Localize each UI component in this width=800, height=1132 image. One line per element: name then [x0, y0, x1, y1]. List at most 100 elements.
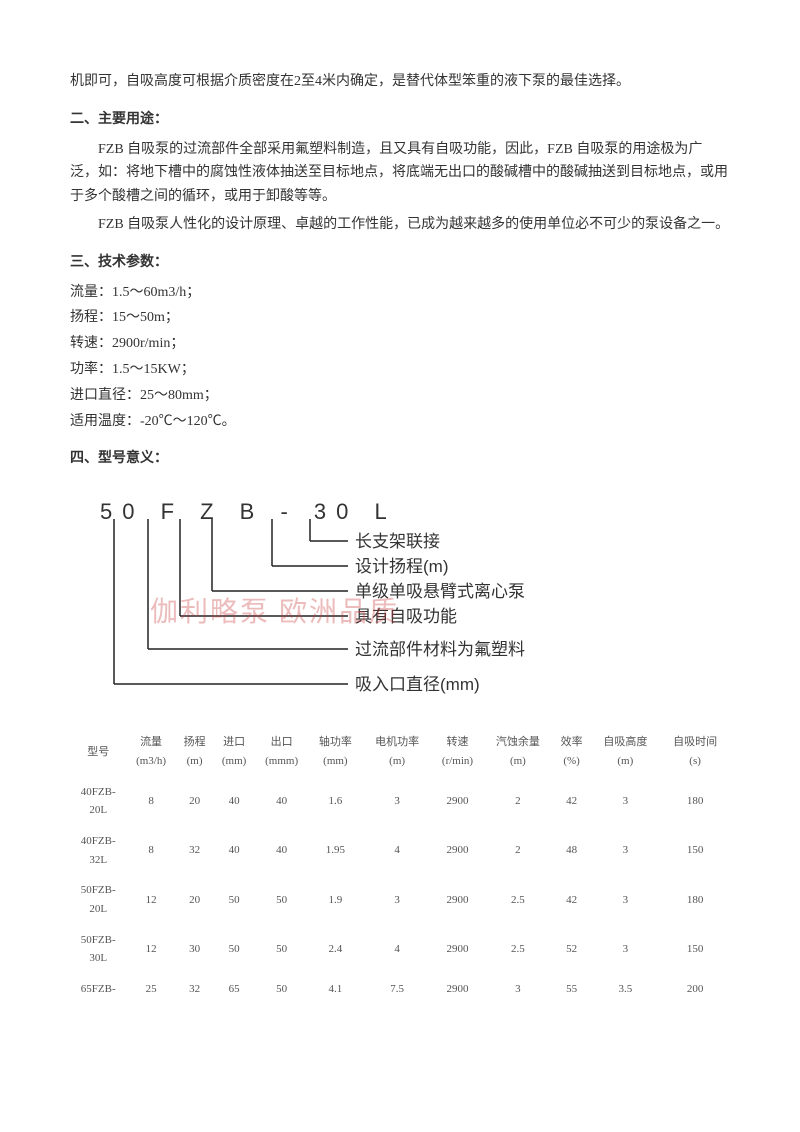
table-cell: 3 — [590, 777, 660, 826]
diagram-label: 吸入口直径(mm) — [355, 672, 525, 697]
table-cell: 50 — [255, 925, 309, 974]
table-cell: 42 — [553, 777, 591, 826]
table-cell: 40FZB-20L — [70, 777, 126, 826]
col-h: 出口(mmm) — [255, 727, 309, 776]
table-cell: 1.9 — [309, 875, 363, 924]
table-cell: 2 — [483, 777, 553, 826]
table-cell: 2900 — [432, 777, 483, 826]
table-row: 50FZB-30L123050502.4429002.5523150 — [70, 925, 730, 974]
section2-p1: FZB 自吸泵的过流部件全部采用氟塑料制造，且又具有自吸功能，因此，FZB 自吸… — [70, 138, 730, 209]
table-cell: 2900 — [432, 826, 483, 875]
spec-table: 型号 流量(m3/h) 扬程(m) 进口(mm) 出口(mmm) 轴功率(mm)… — [70, 727, 730, 1005]
table-cell: 25 — [126, 974, 175, 1005]
col-h: 自吸时间(s) — [660, 727, 730, 776]
spec-line: 转速：2900r/min； — [70, 332, 730, 356]
table-cell: 8 — [126, 777, 175, 826]
table-cell: 2900 — [432, 974, 483, 1005]
col-h: 汽蚀余量(m) — [483, 727, 553, 776]
section2-p2: FZB 自吸泵人性化的设计原理、卓越的工作性能，已成为越来越多的使用单位必不可少… — [70, 213, 730, 237]
intro-tail: 机即可，自吸高度可根据介质密度在2至4米内确定，是替代体型笨重的液下泵的最佳选择… — [70, 70, 730, 94]
table-cell: 40 — [255, 826, 309, 875]
table-cell: 40 — [255, 777, 309, 826]
table-cell: 4 — [362, 826, 432, 875]
table-cell: 2900 — [432, 925, 483, 974]
table-cell: 12 — [126, 875, 175, 924]
table-head: 型号 流量(m3/h) 扬程(m) 进口(mm) 出口(mmm) 轴功率(mm)… — [70, 727, 730, 776]
col-h: 电机功率(m) — [362, 727, 432, 776]
table-cell: 2.5 — [483, 925, 553, 974]
table-cell: 150 — [660, 826, 730, 875]
table-cell: 32 — [176, 974, 214, 1005]
section4-heading: 四、型号意义： — [70, 447, 730, 471]
table-cell: 8 — [126, 826, 175, 875]
diagram-label: 设计扬程(m) — [355, 554, 525, 579]
diagram-labels: 长支架联接 设计扬程(m) 单级单吸悬臂式离心泵 具有自吸功能 过流部件材料为氟… — [355, 529, 525, 697]
table-cell: 180 — [660, 777, 730, 826]
table-cell: 7.5 — [362, 974, 432, 1005]
table-cell: 1.6 — [309, 777, 363, 826]
col-h: 转速(r/min) — [432, 727, 483, 776]
diagram-label: 长支架联接 — [355, 529, 525, 554]
table-cell: 52 — [553, 925, 591, 974]
diagram-label: 具有自吸功能 — [355, 604, 525, 629]
table-cell: 3 — [590, 875, 660, 924]
table-cell: 2.5 — [483, 875, 553, 924]
table-cell: 50FZB-20L — [70, 875, 126, 924]
table-cell: 2.4 — [309, 925, 363, 974]
table-cell: 3 — [362, 777, 432, 826]
spec-line: 扬程：15～50m； — [70, 306, 730, 330]
table-cell: 32 — [176, 826, 214, 875]
table-cell: 40 — [213, 826, 254, 875]
table-cell: 65FZB- — [70, 974, 126, 1005]
spec-line: 功率：1.5～15KW； — [70, 358, 730, 382]
table-row: 65FZB-253265504.17.529003553.5200 — [70, 974, 730, 1005]
section2-heading: 二、主要用途： — [70, 108, 730, 132]
table-cell: 50 — [255, 974, 309, 1005]
table-cell: 4 — [362, 925, 432, 974]
diagram-label: 单级单吸悬臂式离心泵 — [355, 579, 525, 604]
table-cell: 180 — [660, 875, 730, 924]
table-cell: 20 — [176, 777, 214, 826]
table-row: 40FZB-32L83240401.95429002483150 — [70, 826, 730, 875]
table-cell: 42 — [553, 875, 591, 924]
table-cell: 2 — [483, 826, 553, 875]
spec-line: 适用温度：-20℃～120℃。 — [70, 410, 730, 434]
table-cell: 3 — [590, 925, 660, 974]
col-h: 流量(m3/h) — [126, 727, 175, 776]
table-cell: 65 — [213, 974, 254, 1005]
table-row: 40FZB-20L82040401.6329002423180 — [70, 777, 730, 826]
table-cell: 50 — [213, 875, 254, 924]
table-cell: 150 — [660, 925, 730, 974]
spec-line: 流量：1.5～60m3/h； — [70, 281, 730, 305]
diagram-label: 过流部件材料为氟塑料 — [355, 637, 525, 662]
table-cell: 50 — [255, 875, 309, 924]
table-cell: 2900 — [432, 875, 483, 924]
table-cell: 30 — [176, 925, 214, 974]
table-cell: 50 — [213, 925, 254, 974]
table-cell: 50FZB-30L — [70, 925, 126, 974]
table-cell: 40FZB-32L — [70, 826, 126, 875]
table-cell: 40 — [213, 777, 254, 826]
col-h: 轴功率(mm) — [309, 727, 363, 776]
col-h: 进口(mm) — [213, 727, 254, 776]
table-cell: 3 — [362, 875, 432, 924]
table-cell: 12 — [126, 925, 175, 974]
model-diagram: 50 F Z B - 30 L 长支架联接 设计扬程 — [100, 489, 580, 709]
col-h: 扬程(m) — [176, 727, 214, 776]
table-cell: 4.1 — [309, 974, 363, 1005]
table-cell: 200 — [660, 974, 730, 1005]
spec-line: 进口直径：25～80mm； — [70, 384, 730, 408]
table-body: 40FZB-20L82040401.632900242318040FZB-32L… — [70, 777, 730, 1005]
table-cell: 20 — [176, 875, 214, 924]
col-h: 型号 — [70, 727, 126, 776]
table-cell: 3.5 — [590, 974, 660, 1005]
col-h: 效率(%) — [553, 727, 591, 776]
table-row: 50FZB-20L122050501.9329002.5423180 — [70, 875, 730, 924]
table-cell: 3 — [483, 974, 553, 1005]
table-cell: 55 — [553, 974, 591, 1005]
table-cell: 3 — [590, 826, 660, 875]
table-cell: 48 — [553, 826, 591, 875]
section3-heading: 三、技术参数： — [70, 251, 730, 275]
table-cell: 1.95 — [309, 826, 363, 875]
col-h: 自吸高度(m) — [590, 727, 660, 776]
